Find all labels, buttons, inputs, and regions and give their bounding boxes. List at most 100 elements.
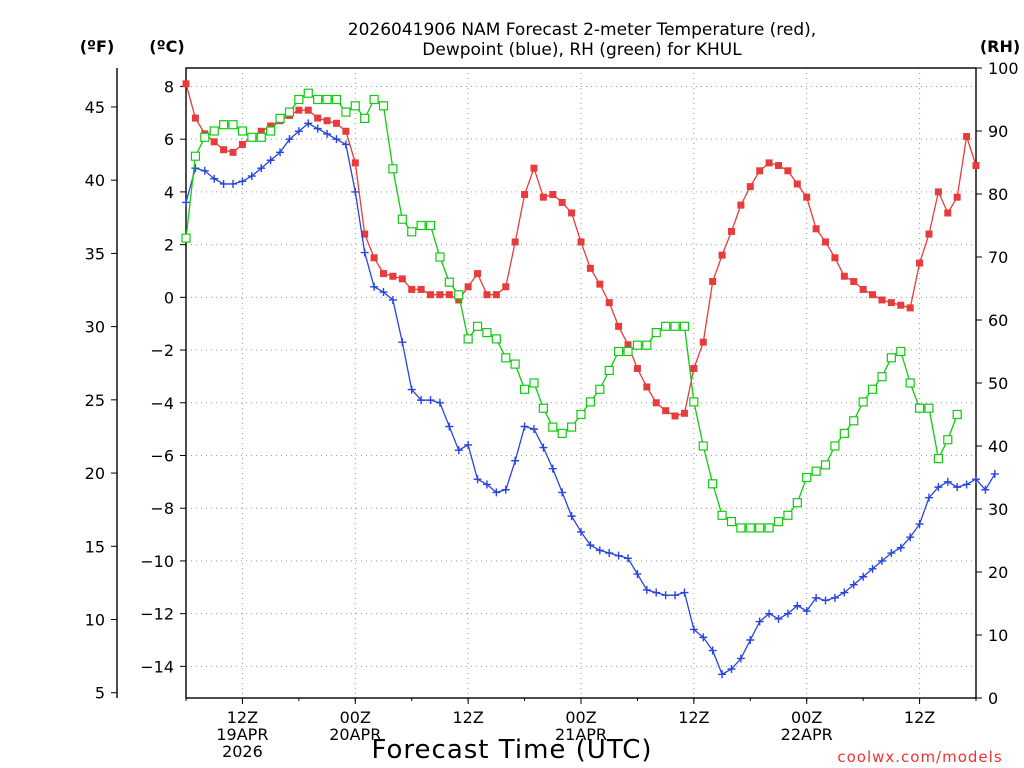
- rh-point: [247, 132, 257, 142]
- rh-point: [943, 435, 953, 445]
- x-tick-date: 20APR: [329, 725, 381, 744]
- rh-point: [689, 397, 699, 407]
- temperature-point: [812, 225, 820, 233]
- temperature-point: [897, 301, 905, 309]
- temperature-point: [380, 270, 387, 278]
- rh-point: [595, 384, 605, 394]
- temperature-point: [568, 209, 576, 217]
- dewpoint-point: [849, 580, 858, 589]
- temperature-point: [370, 254, 378, 262]
- rh-point: [360, 113, 370, 124]
- rh-point: [407, 227, 417, 237]
- x-tick-label: 12Z: [227, 708, 258, 727]
- rh-point: [228, 120, 238, 130]
- temperature-point: [944, 209, 952, 217]
- dewpoint-point: [304, 119, 313, 128]
- rh-point: [463, 334, 473, 344]
- rh-point: [933, 454, 943, 464]
- temperature-point: [746, 183, 754, 191]
- dewpoint-point: [529, 425, 538, 434]
- temperature-point: [427, 291, 435, 299]
- fahrenheit-tick-label: 25: [85, 391, 105, 410]
- temperature-point: [662, 407, 670, 415]
- rh-point: [632, 340, 643, 350]
- dewpoint-point: [454, 446, 463, 455]
- x-tick-year: 2026: [222, 742, 263, 761]
- dewpoint-point: [586, 541, 595, 550]
- dewpoint-point: [520, 422, 529, 431]
- dewpoint-point: [473, 475, 482, 484]
- rh-point: [369, 94, 379, 105]
- temperature-point: [878, 296, 886, 304]
- x-tick-label: 00Z: [565, 708, 596, 727]
- celsius-tick-label: −14: [140, 657, 174, 676]
- x-tick-label: 12Z: [678, 708, 709, 727]
- x-tick-label: 00Z: [791, 708, 822, 727]
- dewpoint-point: [906, 533, 915, 542]
- rh-tick-label: 100: [988, 59, 1019, 78]
- x-axis-title: Forecast Time (UTC): [371, 735, 652, 765]
- temperature-point: [483, 291, 491, 299]
- rh-point: [726, 516, 737, 527]
- temperature-point: [351, 159, 359, 167]
- rh-point: [792, 498, 802, 508]
- rh-line: [185, 92, 958, 529]
- temperature-point: [615, 322, 623, 330]
- dewpoint-point: [341, 140, 350, 149]
- dewpoint-point: [840, 588, 849, 597]
- temperature-point: [577, 238, 585, 246]
- dewpoint-point: [332, 135, 341, 144]
- temperature-point: [727, 227, 735, 235]
- rh-point: [331, 94, 342, 105]
- rh-point: [651, 328, 661, 338]
- rh-point: [952, 409, 962, 420]
- temperature-point: [549, 191, 557, 199]
- temperature-point: [633, 365, 641, 373]
- dewpoint-point: [793, 601, 802, 610]
- rh-unit-label: (RH): [980, 37, 1020, 56]
- rh-tick-label: 20: [988, 563, 1008, 582]
- rh-point: [425, 220, 436, 231]
- dewpoint-point: [943, 477, 952, 486]
- rh-point: [755, 523, 765, 533]
- temperature-point: [925, 230, 933, 238]
- temperature-point: [822, 238, 830, 246]
- dewpoint-point: [435, 398, 444, 407]
- dewpoint-point: [990, 469, 999, 478]
- celsius-tick-label: 6: [164, 130, 174, 149]
- temperature-point: [417, 285, 425, 293]
- dewpoint-point: [699, 633, 708, 642]
- rh-tick-label: 60: [988, 311, 1008, 330]
- rh-point: [491, 334, 501, 344]
- temperature-point: [530, 164, 538, 172]
- rh-point: [538, 403, 548, 413]
- fahrenheit-tick-label: 10: [85, 611, 105, 630]
- rh-point: [623, 346, 633, 357]
- rh-point: [783, 510, 793, 520]
- dewpoint-point: [417, 396, 426, 405]
- dewpoint-point: [464, 440, 473, 449]
- rh-point: [529, 378, 539, 388]
- temperature-point: [191, 114, 199, 122]
- rh-point: [378, 101, 389, 111]
- celsius-tick-label: 4: [164, 183, 174, 202]
- dewpoint-point: [501, 485, 510, 494]
- celsius-tick-label: −10: [140, 552, 174, 571]
- x-tick-label: 12Z: [452, 708, 483, 727]
- dewpoint-point: [727, 665, 736, 674]
- dewpoint-point: [633, 570, 642, 579]
- rh-point: [209, 126, 219, 136]
- rh-point: [924, 403, 934, 413]
- celsius-tick-label: 2: [164, 236, 174, 255]
- rh-point: [350, 101, 360, 111]
- temperature-point: [869, 291, 877, 299]
- rh-point: [858, 397, 868, 407]
- dewpoint-point: [548, 464, 557, 473]
- rh-point: [219, 120, 229, 130]
- dewpoint-point: [661, 591, 670, 600]
- fahrenheit-tick-label: 5: [95, 684, 105, 703]
- temperature-point: [558, 198, 566, 206]
- dewpoint-point: [426, 396, 435, 405]
- rh-point: [388, 164, 398, 174]
- temperature-point: [464, 283, 472, 291]
